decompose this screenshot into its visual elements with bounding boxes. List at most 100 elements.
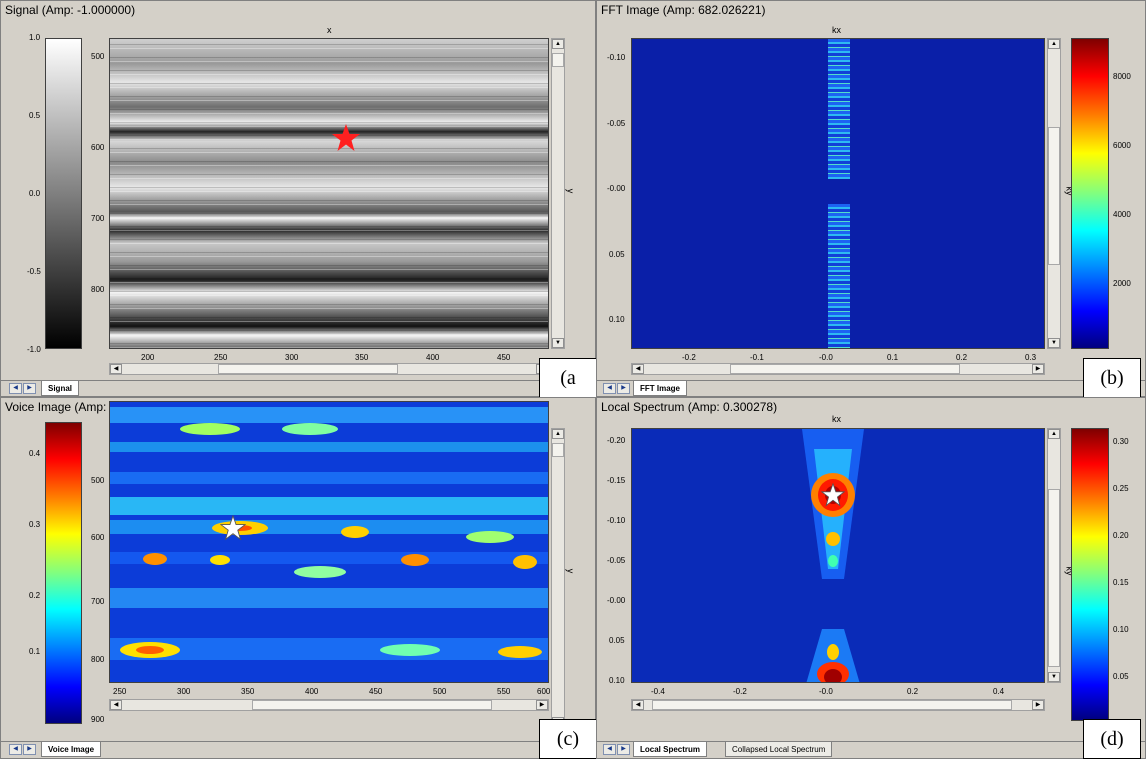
right-arrow-icon[interactable]: ▶ [536, 700, 548, 710]
y-tick: 800 [91, 285, 105, 294]
nav-next-icon[interactable]: ▶ [23, 744, 36, 755]
scroll-thumb[interactable] [218, 364, 398, 374]
nav-next-icon[interactable]: ▶ [617, 744, 630, 755]
colorbar-tick: 6000 [1113, 141, 1131, 150]
y-tick: -0.20 [607, 436, 626, 445]
y-tick: 700 [91, 214, 105, 223]
fft-spectrum-band [828, 39, 850, 179]
y-tick: -0.00 [607, 184, 626, 193]
scroll-thumb[interactable] [730, 364, 960, 374]
up-arrow-icon[interactable]: ▲ [552, 429, 564, 439]
colorbar-tick: 0.4 [29, 449, 41, 458]
scroll-thumb[interactable] [652, 700, 1012, 710]
fft-image[interactable] [631, 38, 1045, 349]
y-tick: 0.10 [609, 315, 625, 324]
signal-panel: Signal (Amp: -1.000000) x y 1.0 0.5 0.0 … [0, 0, 597, 398]
x-tick: -0.2 [733, 687, 747, 696]
left-arrow-icon[interactable]: ◀ [632, 364, 644, 374]
colorbar-tick: -0.5 [27, 267, 41, 276]
y-tick: 500 [91, 52, 105, 61]
nav-prev-icon[interactable]: ◀ [603, 383, 616, 394]
x-tick: -0.2 [682, 353, 696, 362]
colorbar-tick: 0.5 [29, 111, 41, 120]
nav-prev-icon[interactable]: ◀ [9, 744, 22, 755]
fft-horizontal-scrollbar[interactable]: ◀ ▶ [631, 363, 1045, 375]
x-tick: 300 [177, 687, 191, 696]
x-tick: 250 [214, 353, 228, 362]
panel-label-c: (c) [539, 719, 597, 759]
voice-vertical-scrollbar[interactable]: ▲ ▼ [551, 428, 565, 728]
star-marker-shape [821, 483, 845, 507]
up-arrow-icon[interactable]: ▲ [1048, 429, 1060, 439]
x-tick: 0.3 [1025, 353, 1037, 362]
voice-image[interactable] [109, 401, 549, 683]
colorbar-tick: 0.3 [29, 520, 41, 529]
scroll-thumb[interactable] [552, 53, 564, 67]
voice-panel: Voice Image (Amp: 0.000000) x y 0.4 0.3 … [0, 397, 597, 759]
scroll-thumb[interactable] [1048, 127, 1060, 265]
signal-image[interactable] [109, 38, 549, 349]
nav-next-icon[interactable]: ▶ [23, 383, 36, 394]
scroll-thumb[interactable] [252, 700, 492, 710]
fft-x-axis-label: kx [832, 25, 841, 35]
down-arrow-icon[interactable]: ▼ [1048, 338, 1060, 348]
scroll-thumb[interactable] [1048, 489, 1060, 667]
signal-vertical-scrollbar[interactable]: ▲ ▼ [551, 38, 565, 349]
local-spectrum-vertical-scrollbar[interactable]: ▲ ▼ [1047, 428, 1061, 683]
local-spectrum-image[interactable] [631, 428, 1045, 683]
left-arrow-icon[interactable]: ◀ [632, 700, 644, 710]
nav-prev-icon[interactable]: ◀ [9, 383, 22, 394]
x-tick: -0.1 [750, 353, 764, 362]
up-arrow-icon[interactable]: ▲ [1048, 39, 1060, 49]
down-arrow-icon[interactable]: ▼ [552, 338, 564, 348]
x-tick: 350 [355, 353, 369, 362]
left-arrow-icon[interactable]: ◀ [110, 364, 122, 374]
x-tick: -0.4 [651, 687, 665, 696]
colorbar-tick: 0.2 [29, 591, 41, 600]
y-tick: 600 [91, 143, 105, 152]
down-arrow-icon[interactable]: ▼ [1048, 672, 1060, 682]
y-tick: 600 [91, 533, 105, 542]
y-tick: 900 [91, 715, 105, 724]
tab-voice-image[interactable]: Voice Image [41, 742, 102, 757]
y-tick: -0.15 [607, 476, 626, 485]
local-spectrum-colorbar [1071, 428, 1109, 721]
signal-horizontal-scrollbar[interactable]: ◀ ▶ [109, 363, 549, 375]
right-arrow-icon[interactable]: ▶ [1032, 364, 1044, 374]
voice-tab-bar: ◀ ▶ Voice Image [1, 741, 595, 757]
nav-prev-icon[interactable]: ◀ [603, 744, 616, 755]
right-arrow-icon[interactable]: ▶ [1032, 700, 1044, 710]
fft-panel: FFT Image (Amp: 682.026221) kx ky -0.10 … [596, 0, 1146, 398]
x-tick: 450 [369, 687, 383, 696]
x-tick: 350 [241, 687, 255, 696]
voice-horizontal-scrollbar[interactable]: ◀ ▶ [109, 699, 549, 711]
fft-spectrum-band [828, 204, 850, 348]
tab-fft-image[interactable]: FFT Image [633, 381, 688, 396]
star-marker-shape [332, 124, 360, 151]
colorbar-tick: 0.05 [1113, 672, 1129, 681]
x-tick: 250 [113, 687, 127, 696]
x-tick: 0.2 [907, 687, 919, 696]
scroll-thumb[interactable] [552, 443, 564, 457]
colorbar-tick: 0.20 [1113, 531, 1129, 540]
local-spectrum-horizontal-scrollbar[interactable]: ◀ ▶ [631, 699, 1045, 711]
left-arrow-icon[interactable]: ◀ [110, 700, 122, 710]
signal-tab-bar: ◀ ▶ Signal [1, 380, 595, 396]
tab-local-spectrum[interactable]: Local Spectrum [633, 742, 708, 757]
star-icon [332, 124, 360, 151]
x-tick: 200 [141, 353, 155, 362]
x-tick: 0.4 [993, 687, 1005, 696]
colorbar-tick: 4000 [1113, 210, 1131, 219]
panel-label-d: (d) [1083, 719, 1141, 759]
colorbar-tick: 0.10 [1113, 625, 1129, 634]
x-tick: 400 [305, 687, 319, 696]
x-tick: 600 [537, 687, 551, 696]
up-arrow-icon[interactable]: ▲ [552, 39, 564, 49]
tab-collapsed-local-spectrum[interactable]: Collapsed Local Spectrum [725, 742, 833, 757]
voice-y-axis-label: y [565, 568, 576, 574]
fft-vertical-scrollbar[interactable]: ▲ ▼ [1047, 38, 1061, 349]
signal-y-axis-label: y [565, 188, 576, 194]
nav-next-icon[interactable]: ▶ [617, 383, 630, 394]
panel-label-a: (a [539, 358, 597, 398]
tab-signal[interactable]: Signal [41, 381, 80, 396]
